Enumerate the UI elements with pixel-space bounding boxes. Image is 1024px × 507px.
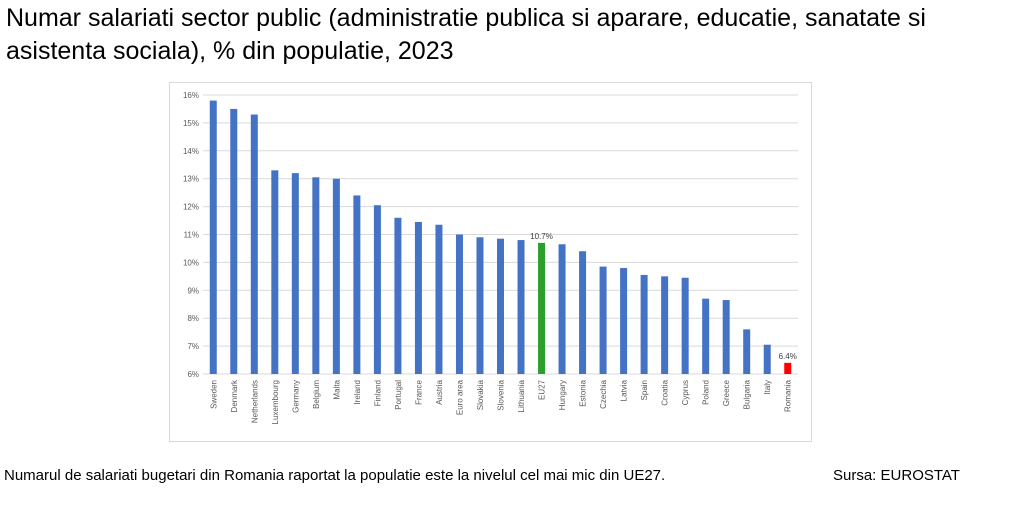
bar-euro-area [455, 234, 463, 374]
bar-denmark [230, 108, 238, 374]
bar-germany [291, 173, 299, 374]
x-tick-label: Germany [291, 380, 300, 413]
x-tick-label: Portugal [394, 380, 403, 410]
y-tick-label: 10% [183, 258, 199, 267]
x-tick-label: Spain [640, 380, 649, 400]
y-tick-label: 13% [183, 175, 199, 184]
x-tick-label: Greece [722, 379, 731, 406]
x-tick-label: Sweden [209, 380, 218, 409]
bar-luxembourg [271, 170, 279, 374]
x-tick-label: Ireland [353, 380, 362, 404]
y-tick-label: 11% [184, 231, 199, 240]
bar-estonia [579, 251, 587, 374]
bar-latvia [620, 267, 628, 374]
bar-eu27 [538, 242, 546, 374]
x-tick-label: Belgium [312, 380, 321, 409]
bar-malta [332, 178, 340, 374]
bar-france [414, 221, 422, 374]
bar-czechia [599, 266, 607, 374]
x-tick-label: Bulgaria [743, 379, 752, 409]
x-tick-label: Hungary [558, 380, 567, 410]
x-tick-label: Slovenia [497, 379, 506, 410]
x-tick-label: France [414, 379, 423, 404]
x-tick-label: Poland [702, 380, 711, 405]
chart-container: 6% 7% 8% 9% 10% 11% 12% 13% 14% 15% 16% Sweden Denma… [169, 82, 812, 442]
footer-source: Sursa: EUROSTAT [833, 467, 960, 484]
bar-portugal [394, 217, 402, 374]
y-tick-label: 9% [187, 286, 199, 295]
bar-austria [435, 224, 443, 374]
bar-croatia [661, 276, 669, 374]
y-tick-label: 14% [183, 147, 199, 156]
x-tick-label: Slovakia [476, 379, 485, 410]
x-tick-label: Italy [763, 380, 772, 395]
bar-slovenia [497, 238, 504, 374]
x-tick-label: Romania [784, 379, 793, 412]
bar-poland [702, 298, 710, 374]
bar-bulgaria [743, 329, 751, 374]
bar-greece [722, 300, 730, 374]
x-tick-label: Malta [332, 379, 341, 399]
bar-cyprus [681, 277, 689, 374]
x-tick-label: Luxembourg [271, 380, 280, 424]
bar-ireland [353, 195, 361, 374]
data-label: 6.4% [779, 352, 797, 361]
bar-hungary [558, 244, 566, 374]
x-tick-label: Austria [435, 379, 444, 404]
y-tick-label: 12% [183, 203, 199, 212]
x-tick-label: Latvia [620, 379, 629, 401]
x-tick-label: EU27 [538, 379, 547, 400]
y-tick-label: 8% [187, 314, 199, 323]
x-tick-label: Cyprus [681, 380, 690, 405]
page-title: Numar salariati sector public (administr… [6, 2, 1016, 68]
bar-italy [763, 344, 771, 374]
y-tick-label: 7% [187, 342, 199, 351]
x-tick-label: Finland [373, 380, 382, 406]
bar-lithuania [517, 240, 525, 374]
bar-spain [640, 274, 648, 374]
bar-netherlands [250, 114, 258, 374]
bar-belgium [312, 177, 320, 374]
x-tick-label: Euro area [455, 379, 464, 415]
x-tick-label: Netherlands [250, 380, 259, 423]
x-tick-label: Estonia [579, 379, 588, 406]
bar-slovakia [476, 237, 484, 374]
data-label: 10.7% [530, 232, 553, 241]
y-tick-label: 15% [183, 119, 199, 128]
y-tick-label: 6% [187, 370, 199, 379]
bar-finland [373, 205, 381, 374]
x-tick-label: Czechia [599, 379, 608, 408]
x-tick-label: Denmark [230, 379, 239, 412]
x-tick-label: Croatia [661, 379, 670, 405]
bar-sweden [209, 100, 217, 374]
footer-note: Numarul de salariati bugetari din Romani… [4, 467, 666, 484]
y-tick-label: 16% [183, 91, 199, 100]
x-tick-label: Lithuania [517, 379, 526, 412]
bar-chart: 6% 7% 8% 9% 10% 11% 12% 13% 14% 15% 16% Sweden Denma… [183, 91, 798, 424]
bar-romania [784, 362, 792, 374]
title-text: Numar salariati sector public (administr… [6, 4, 926, 65]
